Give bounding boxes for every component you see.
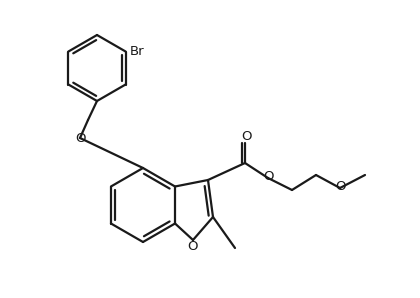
Text: O: O	[188, 240, 198, 252]
Text: O: O	[75, 131, 85, 145]
Text: Br: Br	[130, 45, 144, 58]
Text: O: O	[241, 130, 251, 142]
Text: O: O	[335, 181, 345, 193]
Text: O: O	[263, 170, 273, 184]
